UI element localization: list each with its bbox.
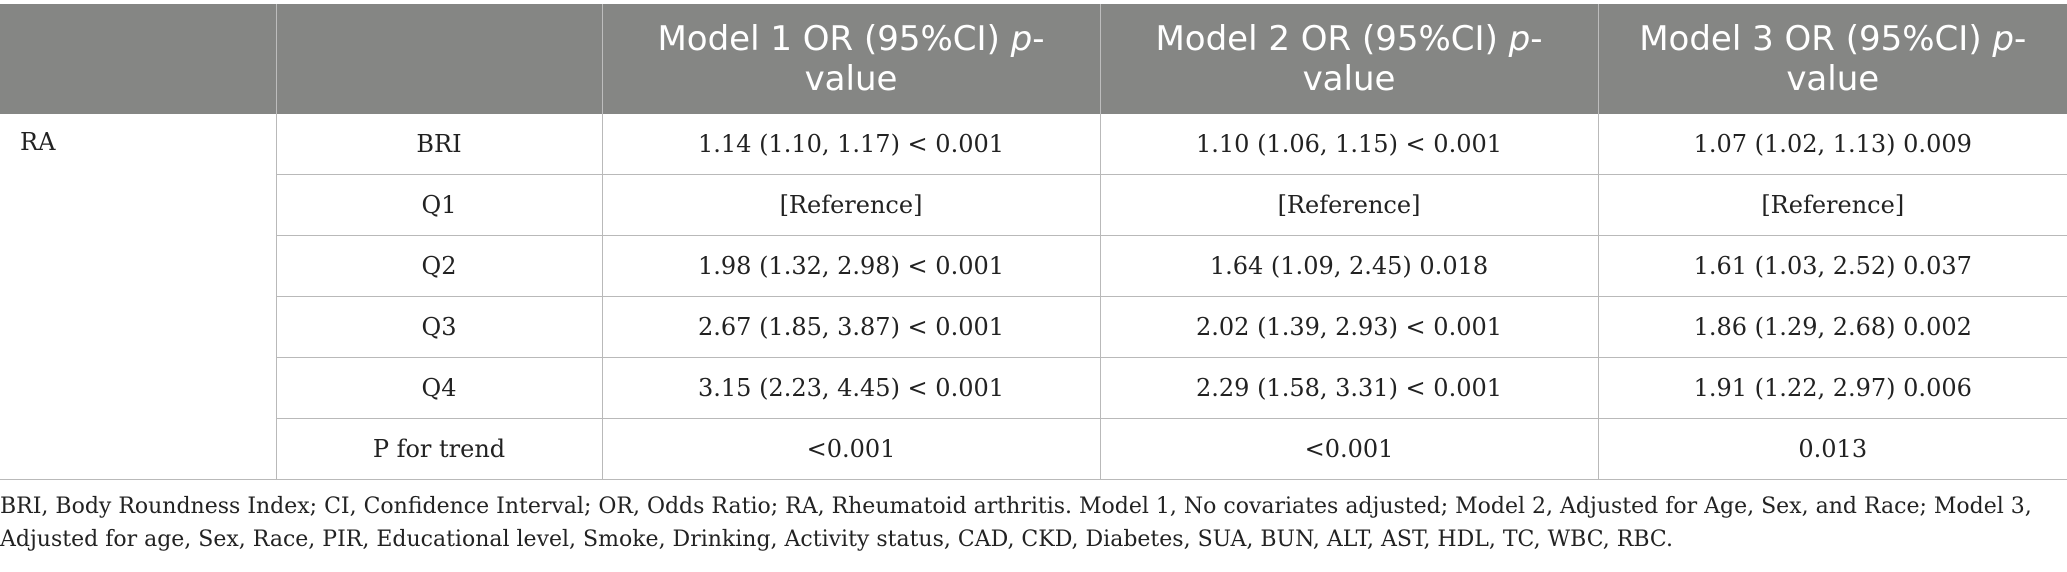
model-3-value: [Reference] — [1597, 174, 2067, 236]
model-1-value: <0.001 — [601, 418, 1100, 480]
model-2-value: 2.29 (1.58, 3.31) < 0.001 — [1099, 357, 1598, 419]
row-label: P for trend — [275, 418, 602, 480]
model-1-value: [Reference] — [601, 174, 1100, 236]
table-row: RA BRI 1.14 (1.10, 1.17) < 0.001 1.10 (1… — [0, 114, 2067, 480]
header-cell-group — [0, 4, 276, 114]
table-row: P for trend <0.001 <0.001 0.013 — [0, 418, 2067, 480]
header-cell-variable — [275, 4, 602, 114]
results-table-container: Model 1 OR (95%CI) p-value Model 2 OR (9… — [0, 4, 2067, 480]
header-cell-model-1: Model 1 OR (95%CI) p-value — [601, 4, 1100, 114]
table-row: Q4 3.15 (2.23, 4.45) < 0.001 2.29 (1.58,… — [0, 357, 2067, 419]
odds-ratio-table: Model 1 OR (95%CI) p-value Model 2 OR (9… — [0, 4, 2067, 480]
model-1-value: 1.14 (1.10, 1.17) < 0.001 — [601, 114, 1100, 175]
model-3-value: 1.86 (1.29, 2.68) 0.002 — [1597, 296, 2067, 358]
model-2-value: 2.02 (1.39, 2.93) < 0.001 — [1099, 296, 1598, 358]
model-3-value: 1.61 (1.03, 2.52) 0.037 — [1597, 235, 2067, 297]
row-label: Q1 — [275, 174, 602, 236]
model-3-value: 1.07 (1.02, 1.13) 0.009 — [1597, 114, 2067, 175]
row-label: Q2 — [275, 235, 602, 297]
table-row: Q2 1.98 (1.32, 2.98) < 0.001 1.64 (1.09,… — [0, 235, 2067, 297]
table-row: Q1 [Reference] [Reference] [Reference] — [0, 174, 2067, 236]
row-label: Q4 — [275, 357, 602, 419]
table-header-row: Model 1 OR (95%CI) p-value Model 2 OR (9… — [0, 4, 2067, 114]
row-label: Q3 — [275, 296, 602, 358]
model-1-value: 2.67 (1.85, 3.87) < 0.001 — [601, 296, 1100, 358]
model-3-value: 1.91 (1.22, 2.97) 0.006 — [1597, 357, 2067, 419]
model-2-value: 1.10 (1.06, 1.15) < 0.001 — [1099, 114, 1598, 175]
table-row: Q3 2.67 (1.85, 3.87) < 0.001 2.02 (1.39,… — [0, 296, 2067, 358]
model-1-value: 3.15 (2.23, 4.45) < 0.001 — [601, 357, 1100, 419]
model-2-value: [Reference] — [1099, 174, 1598, 236]
header-cell-model-3: Model 3 OR (95%CI) p-value — [1597, 4, 2067, 114]
model-2-value: <0.001 — [1099, 418, 1598, 480]
table-footnote: BRI, Body Roundness Index; CI, Confidenc… — [0, 494, 2032, 552]
model-2-value: 1.64 (1.09, 2.45) 0.018 — [1099, 235, 1598, 297]
row-label: BRI — [275, 114, 602, 175]
model-3-value: 0.013 — [1597, 418, 2067, 480]
row-group-label: RA — [0, 114, 276, 480]
header-cell-model-2: Model 2 OR (95%CI) p-value — [1099, 4, 1598, 114]
model-1-value: 1.98 (1.32, 2.98) < 0.001 — [601, 235, 1100, 297]
